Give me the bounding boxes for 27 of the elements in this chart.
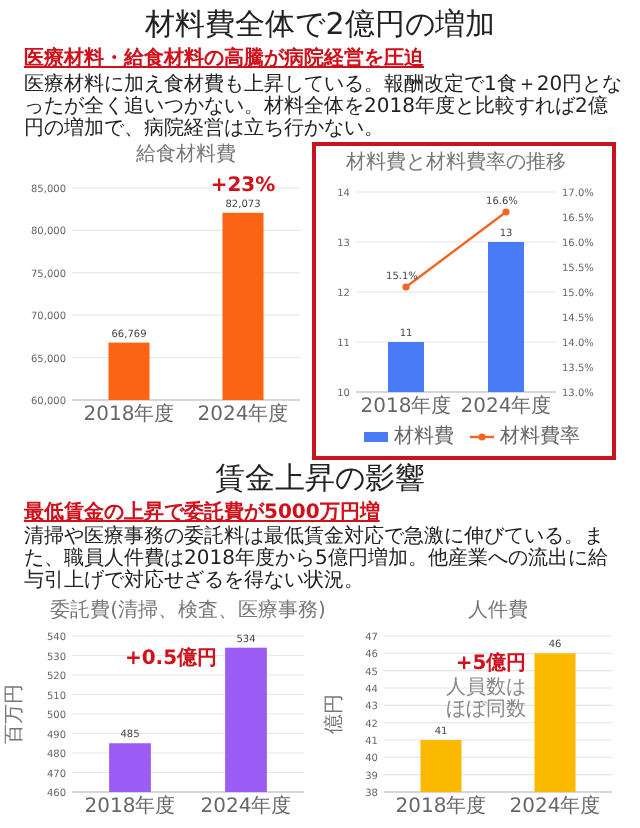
annotation: ほぼ同数 (446, 699, 527, 722)
x-tick-label: 2018年度 (83, 402, 175, 426)
text: 清掃や医療事務の委託料は最低賃金対応で急激に伸びている。また、職員人件費は2018年度から5億円増加。他産業への流出に給与引上げで対応せざるを得ない状況。 (24, 526, 610, 592)
x-tick-label: 2024年度 (200, 794, 292, 818)
annotation: +5億円 (455, 651, 527, 676)
text: 医療材料・給食材料の高騰が病院経営を圧迫 (24, 48, 426, 70)
y-axis-title: 百万円 (4, 684, 26, 744)
annotation: +0.5億円 (124, 645, 218, 670)
chart-title: 人件費 (468, 598, 528, 622)
x-tick-label: 2024年度 (509, 794, 601, 818)
chart-title: 材料費と材料費率の推移 (344, 150, 566, 174)
text: 医療材料に加え食材費も上昇している。報酬改定で1食＋20円となったが全く追いつかない。材料全体を2018年度と比較すれば2億円の増加で、病院経営は立ち行かない。 (24, 74, 624, 140)
chart-title: 給食材料費 (134, 142, 236, 166)
x-tick-label: 2024年度 (460, 394, 552, 418)
annotation: 人員数は (446, 677, 527, 700)
x-tick-label: 2018年度 (360, 394, 452, 418)
text: 最低賃金の上昇で委託費が5000万円増 (24, 502, 382, 524)
text: 材料費全体で2億円の増加 (143, 6, 497, 44)
x-tick-label: 2018年度 (395, 794, 487, 818)
annotation: +23% (210, 174, 276, 197)
y-axis-title: 億円 (322, 694, 346, 734)
x-tick-label: 2024年度 (197, 402, 289, 426)
text: 賃金上昇の影響 (213, 460, 427, 498)
legend-label: 材料費率 (498, 424, 580, 448)
x-tick-label: 2018年度 (84, 794, 176, 818)
legend-label: 材料費 (392, 424, 454, 448)
chart-title: 委託費(清掃、検査、医療事務) (50, 598, 326, 622)
